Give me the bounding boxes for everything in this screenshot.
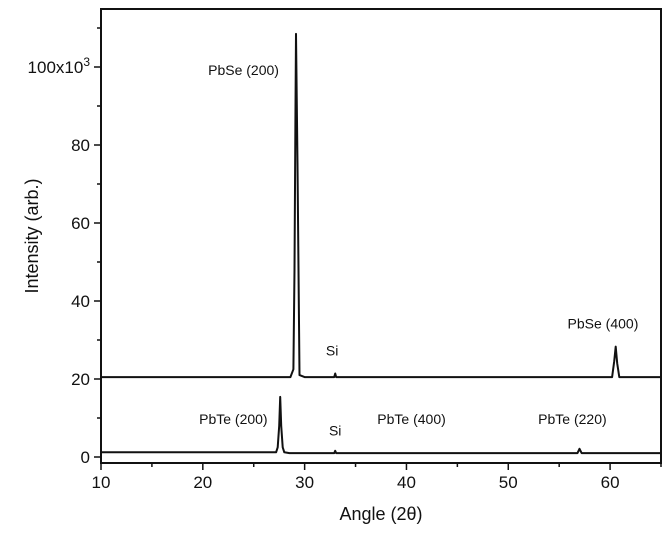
y-tick-label: 40 [71, 292, 90, 311]
peak-annotation: PbSe (200) [208, 62, 279, 78]
x-axis-label: Angle (2θ) [339, 504, 422, 524]
peak-annotation: Si [326, 343, 338, 359]
x-tick-label: 30 [295, 473, 314, 492]
y-tick-label: 100x103 [28, 55, 91, 77]
peak-annotation: PbTe (200) [199, 411, 267, 427]
peak-annotation: PbTe (400) [377, 411, 445, 427]
peak-annotation: Si [329, 423, 341, 439]
series-line-2 [101, 395, 661, 455]
x-tick-label: 40 [397, 473, 416, 492]
y-tick-label: 20 [71, 370, 90, 389]
y-tick-label: 0 [81, 448, 90, 467]
x-tick-label: 60 [601, 473, 620, 492]
y-tick-label: 60 [71, 214, 90, 233]
x-tick-label: 20 [193, 473, 212, 492]
y-tick-label: 80 [71, 136, 90, 155]
x-tick-label: 10 [92, 473, 111, 492]
peak-annotation: PbTe (220) [538, 411, 606, 427]
series-line-1 [101, 32, 661, 379]
y-ticks: 0 20 40 60 80 100x103 [28, 27, 101, 467]
x-ticks: 10 20 30 40 50 60 [92, 463, 662, 492]
annotations: PbSe (200) Si PbSe (400) PbTe (200) Si PbTe (… [199, 62, 638, 439]
x-tick-label: 50 [499, 473, 518, 492]
y-tick-exponent: 3 [83, 55, 90, 69]
peak-annotation: PbSe (400) [568, 315, 639, 331]
y-axis-label: Intensity (arb.) [22, 178, 42, 293]
traces [101, 32, 661, 455]
plot-frame [100, 8, 662, 464]
